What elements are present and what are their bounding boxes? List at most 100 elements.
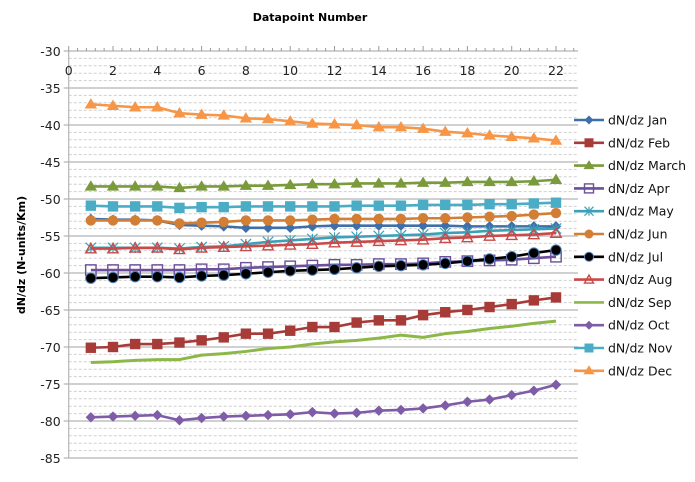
diamond-marker [174, 415, 185, 426]
y-tick-label: -50 [40, 192, 60, 207]
chart-title: Datapoint Number [253, 11, 368, 24]
triangle-marker [505, 130, 518, 142]
circle-marker [484, 211, 495, 222]
circle-marker [196, 217, 207, 228]
square-marker [395, 315, 407, 326]
legend-item: dN/dz March [574, 158, 686, 173]
circle-marker [240, 268, 252, 280]
circle-marker [307, 214, 318, 225]
circle-marker [440, 213, 451, 224]
square-marker [152, 338, 163, 350]
x-tick-label: 0 [65, 63, 73, 78]
diamond-marker [351, 407, 362, 419]
legend-item: dN/dz May [574, 204, 674, 219]
circle-marker [151, 271, 164, 283]
series-dn-dz-march [84, 173, 563, 193]
circle-marker [528, 247, 540, 259]
y-tick-label: -60 [40, 266, 60, 281]
hollow-triangle-marker [372, 234, 386, 247]
diamond-marker [218, 411, 229, 422]
x-tick-label: 16 [415, 63, 431, 78]
legend-label: dN/dz May [608, 204, 674, 219]
series-line [90, 296, 557, 350]
circle-marker [173, 271, 186, 284]
diamond-marker [440, 220, 451, 231]
legend-item: dN/dz Nov [574, 341, 673, 356]
triangle-marker [284, 115, 297, 126]
square-marker [351, 200, 362, 211]
diamond-marker [484, 394, 495, 405]
diamond-marker [196, 412, 207, 424]
square-marker [174, 202, 185, 214]
circle-marker [395, 259, 407, 272]
square-marker [240, 201, 252, 212]
diamond-marker [550, 379, 562, 390]
series-dn-dz-sep [90, 319, 557, 365]
circle-marker [107, 271, 119, 284]
diamond-marker [506, 389, 517, 401]
square-marker [584, 343, 594, 353]
diamond-marker [307, 406, 318, 418]
triangle-marker [416, 122, 430, 133]
diamond-marker [417, 220, 429, 231]
circle-marker [417, 259, 429, 271]
circle-marker [218, 269, 230, 281]
square-marker [440, 199, 451, 211]
circle-marker [584, 251, 594, 262]
triangle-marker [416, 176, 430, 187]
y-tick-label: -30 [40, 44, 60, 59]
triangle-marker [239, 112, 253, 123]
diamond-marker [584, 115, 594, 125]
series-dn-dz-nov [85, 197, 562, 214]
legend: dN/dz Jan dN/dz Feb dN/dz March dN/dz Apr dN… [574, 113, 686, 378]
legend-item: dN/dz Feb [574, 135, 670, 150]
triangle-marker [527, 132, 541, 143]
hollow-triangle-marker [261, 238, 275, 251]
diamond-marker [262, 222, 274, 234]
legend-item: dN/dz Jun [574, 227, 668, 242]
triangle-marker [350, 118, 363, 130]
square-marker [174, 337, 185, 348]
square-marker [329, 201, 340, 212]
hollow-triangle-marker [461, 230, 474, 243]
triangle-marker [483, 129, 496, 140]
hollow-triangle-marker [583, 273, 595, 284]
diamond-marker [584, 320, 594, 330]
legend-label: dN/dz Jun [608, 227, 668, 242]
triangle-marker [306, 117, 319, 128]
square-marker [107, 341, 119, 353]
legend-item: dN/dz Apr [574, 181, 670, 196]
circle-marker [329, 213, 340, 225]
square-marker [506, 198, 517, 210]
y-axis-title: dN/dz (N-units/Km) [15, 196, 28, 314]
square-marker [196, 335, 207, 346]
triangle-marker [583, 160, 595, 170]
hollow-triangle-marker [394, 233, 408, 246]
square-marker [85, 342, 97, 353]
square-marker [484, 198, 495, 210]
circle-marker [351, 213, 362, 225]
square-marker [307, 321, 318, 333]
circle-marker [328, 263, 341, 275]
triangle-marker [195, 108, 208, 119]
x-tick-labels: 0 2 4 6 8 10 12 14 16 18 20 22 [65, 63, 564, 78]
square-marker [129, 201, 141, 212]
diamond-marker [528, 385, 540, 396]
triangle-marker [461, 175, 474, 187]
hollow-triangle-marker [527, 227, 541, 240]
diamond-marker [152, 409, 163, 421]
circle-marker [461, 255, 474, 267]
series-line [90, 319, 557, 365]
triangle-marker [549, 134, 563, 145]
triangle-marker [217, 180, 230, 191]
circle-marker [285, 215, 296, 226]
x-tick-label: 4 [153, 63, 161, 78]
series-dn-dz-may [85, 222, 562, 255]
legend-label: dN/dz March [608, 158, 686, 173]
legend-item: dN/dz Jan [574, 113, 667, 128]
gridlines [63, 50, 578, 459]
triangle-marker [394, 177, 408, 188]
series-dn-dz-jun [85, 207, 562, 229]
diamond-marker [285, 409, 296, 420]
hollow-triangle-marker [305, 237, 319, 250]
